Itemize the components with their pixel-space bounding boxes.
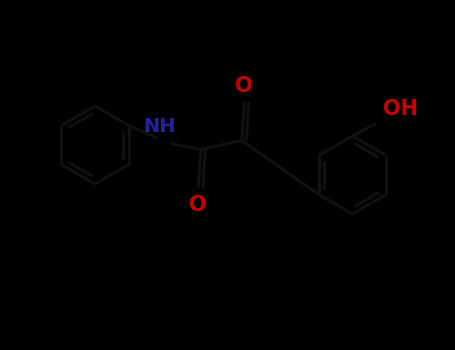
Text: O: O <box>189 195 207 215</box>
Text: O: O <box>235 77 253 97</box>
Text: NH: NH <box>143 117 176 135</box>
Text: OH: OH <box>383 99 418 119</box>
